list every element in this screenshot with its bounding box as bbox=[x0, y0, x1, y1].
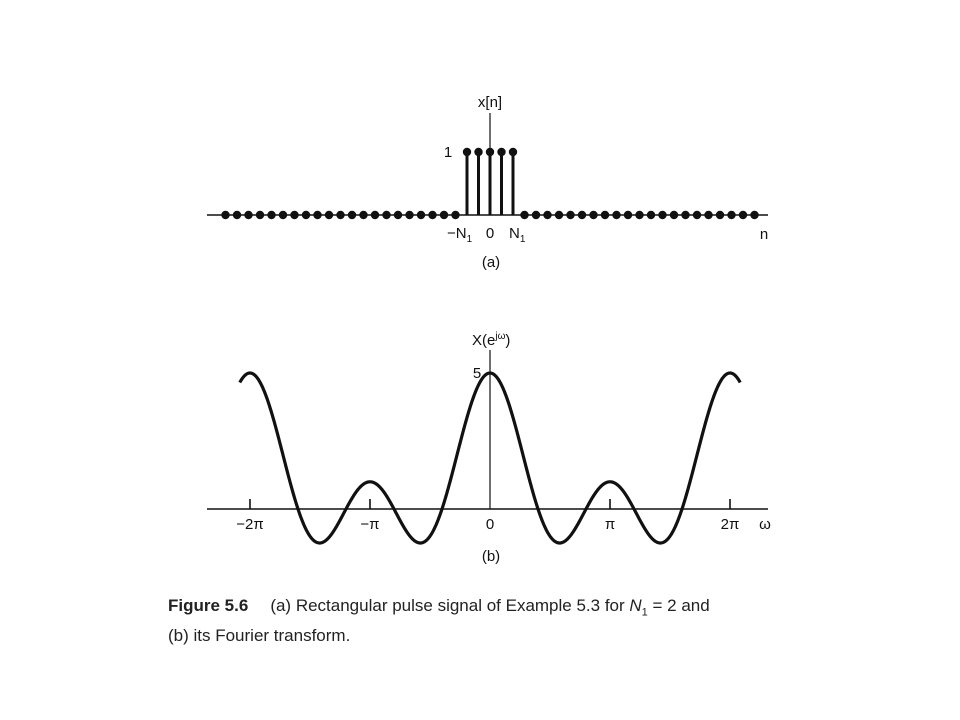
omega-tick-label: 0 bbox=[486, 516, 494, 533]
stem-point bbox=[589, 210, 598, 220]
stem-point bbox=[646, 210, 656, 220]
stem-point bbox=[715, 210, 725, 220]
y-tick-label-5: 5 bbox=[473, 365, 481, 382]
stem-point bbox=[704, 210, 713, 220]
tick-label-zero-a: 0 bbox=[486, 225, 494, 242]
stem-point bbox=[554, 210, 564, 220]
stem-point bbox=[727, 210, 736, 220]
stem-point bbox=[290, 210, 299, 220]
tick-label-N1: N1 bbox=[509, 225, 526, 245]
caption-line-2: (b) its Fourier transform. bbox=[168, 626, 351, 646]
X-axis-label: X(ejω) bbox=[472, 331, 510, 349]
stem-point bbox=[543, 210, 552, 220]
caption-figure-label: Figure 5.6 bbox=[168, 596, 249, 615]
stem-point bbox=[485, 147, 495, 157]
stem-point bbox=[324, 210, 334, 220]
stem-point bbox=[416, 210, 426, 220]
omega-tick-label: −2π bbox=[236, 516, 263, 533]
stem-point bbox=[508, 147, 518, 157]
n-axis-label: n bbox=[760, 226, 768, 243]
stem-point bbox=[497, 147, 506, 157]
stem-point bbox=[520, 210, 529, 220]
stem-point bbox=[232, 210, 242, 220]
stem-point bbox=[428, 210, 437, 220]
omega-tick-label: −π bbox=[360, 516, 379, 533]
stem-point bbox=[681, 210, 690, 220]
stem-point bbox=[623, 210, 633, 220]
panel-label-a: (a) bbox=[482, 254, 500, 271]
caption-var: N bbox=[629, 596, 642, 615]
stem-plot-panel: x[n] 1 −N1 0 N1 n (a) bbox=[207, 94, 768, 271]
stem-point bbox=[370, 210, 380, 220]
caption-text-1a: (a) Rectangular pulse signal of Example … bbox=[270, 596, 630, 615]
stem-point bbox=[347, 210, 357, 220]
stem-point bbox=[221, 210, 230, 220]
stem-point bbox=[600, 210, 610, 220]
stems-group bbox=[221, 147, 759, 220]
y-tick-label-1: 1 bbox=[444, 144, 452, 161]
stem-point bbox=[658, 210, 667, 220]
omega-axis-label: ω bbox=[759, 516, 771, 533]
stem-point bbox=[566, 210, 575, 220]
fourier-transform-panel: −2π −π 0 π 2π X(ejω) 5 ω (b) bbox=[207, 331, 771, 565]
caption-var-sub: 1 bbox=[641, 606, 648, 619]
stem-point bbox=[393, 210, 403, 220]
stem-point bbox=[474, 147, 483, 157]
omega-tick-label: 2π bbox=[721, 516, 740, 533]
stem-point bbox=[577, 210, 587, 220]
stem-point bbox=[750, 210, 759, 220]
transform-curve bbox=[238, 371, 742, 545]
tick-label-minus-N1: −N1 bbox=[447, 225, 473, 245]
stem-point bbox=[635, 210, 644, 220]
stem-point bbox=[313, 210, 322, 220]
xn-axis-label: x[n] bbox=[478, 94, 502, 111]
stem-point bbox=[692, 210, 702, 220]
figure-caption: Figure 5.6 (a) Rectangular pulse signal o… bbox=[168, 594, 848, 647]
stem-point bbox=[382, 210, 391, 220]
stem-point bbox=[669, 210, 679, 220]
stem-point bbox=[612, 210, 621, 220]
stem-point bbox=[336, 210, 345, 220]
stem-point bbox=[439, 210, 449, 220]
stem-point bbox=[267, 210, 276, 220]
stem-point bbox=[244, 210, 253, 220]
stem-point bbox=[462, 147, 472, 157]
omega-ticks-group: −2π −π 0 π 2π bbox=[236, 499, 739, 533]
caption-line-1: Figure 5.6 (a) Rectangular pulse signal o… bbox=[168, 594, 848, 624]
stem-point bbox=[301, 210, 311, 220]
stem-point bbox=[738, 210, 748, 220]
stem-point bbox=[531, 210, 541, 220]
stem-point bbox=[359, 210, 368, 220]
stem-point bbox=[405, 210, 414, 220]
stem-point bbox=[278, 210, 288, 220]
omega-tick-label: π bbox=[605, 516, 615, 533]
caption-text-1b: = 2 and bbox=[647, 596, 710, 615]
stem-point bbox=[451, 210, 460, 220]
panel-label-b: (b) bbox=[482, 548, 500, 565]
stem-point bbox=[255, 210, 265, 220]
